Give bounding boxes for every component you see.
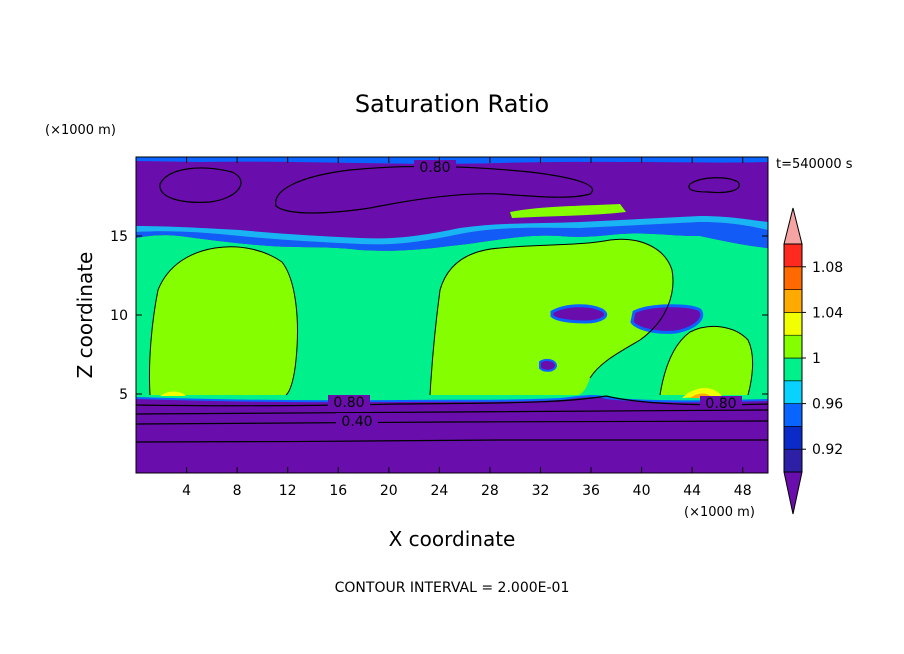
colorbar-segment-3 [783,380,803,404]
footer-contour-interval: CONTOUR INTERVAL = 2.000E-01 [335,580,570,596]
field-green-column-right [660,326,753,395]
contour-label-bg-2 [328,395,370,408]
x-unit-label: (×1000 m) [684,505,755,520]
x-tick-label-4: 20 [380,483,398,499]
colorbar-segment-5 [783,334,803,359]
colorbar-segment-2 [783,403,803,427]
colorbar-segment-7 [783,289,803,313]
colorbar-segment-0 [783,448,803,473]
contour-label-bg-3 [700,396,742,409]
contour-lower-060 [136,409,768,415]
y-tick-label-1: 10 [110,308,128,324]
y-axis-label: Z coordinate [73,252,97,379]
colorbar-tick-label-2: 1 [812,351,821,367]
contour-lower-080 [136,395,768,407]
x-tick-label-5: 24 [430,483,448,499]
contour-label-3: 0.80 [705,396,736,412]
field-cyan-band [136,216,768,245]
x-tick-label-0: 4 [182,483,191,499]
x-tick-label-10: 44 [683,483,701,499]
chart-title: Saturation Ratio [355,90,549,118]
contour-label-1: 0.80 [419,160,450,176]
colorbar-segment-9 [783,243,803,268]
x-tick-label-1: 8 [233,483,242,499]
field-lower-dry-layer [136,396,768,473]
x-tick-label-6: 28 [481,483,499,499]
time-label: t=540000 s [776,157,853,172]
x-tick-label-8: 36 [582,483,600,499]
field-dry-pocket-mid [550,304,608,324]
contour-upper-left [159,167,242,203]
contour-upper-right [688,177,740,194]
y-unit-label: (×1000 m) [45,123,116,138]
x-axis-label: X coordinate [389,527,516,551]
field-warm-patch-right [682,387,722,398]
colorbar-segment-6 [783,312,803,336]
colorbar-tick-label-1: 1.04 [812,305,843,321]
colorbar: 1.08 1.04 1 0.96 0.92 [783,207,843,515]
colorbar-segment-8 [783,266,803,290]
plot-area [136,157,768,473]
contour-column-mid [429,238,674,396]
contour-lower-020 [136,439,768,443]
colorbar-tick-label-3: 0.96 [812,397,843,413]
field-green-strip-upper [510,204,626,218]
x-tick-label-7: 32 [532,483,550,499]
contour-column-right [659,326,754,396]
field-dry-pocket-small [539,358,558,372]
contour-label-bg-4 [336,413,378,427]
field-green-column-left [149,246,298,395]
field-upper-transition [136,222,768,251]
colorbar-extend-low [783,471,803,515]
contour-label-4: 0.40 [341,414,372,430]
contour-label-2: 0.80 [333,395,364,411]
x-tick-label-11: 48 [734,483,752,499]
colorbar-tick-label-0: 1.08 [812,260,843,276]
colorbar-segment-1 [783,426,803,450]
colorbar-tick-label-4: 0.92 [812,442,843,458]
contour-upper-outer [275,165,594,214]
contour-lower-040 [136,420,768,425]
y-axis: 5 10 15 [110,229,768,403]
x-tick-label-3: 16 [329,483,347,499]
x-axis: 4 8 12 16 20 24 28 32 36 40 44 48 [182,157,752,499]
y-tick-label-0: 5 [119,387,128,403]
field-warm-patch-left [160,391,186,396]
x-tick-label-9: 40 [633,483,651,499]
contour-label-bg-1 [414,160,456,174]
field-lower-edge [136,395,768,403]
y-tick-label-2: 15 [110,229,128,245]
x-tick-label-2: 12 [279,483,297,499]
colorbar-segment-4 [783,357,803,382]
colorbar-extend-high [783,207,803,245]
field-dry-pocket-right [630,304,704,334]
contour-column-left [148,246,298,396]
